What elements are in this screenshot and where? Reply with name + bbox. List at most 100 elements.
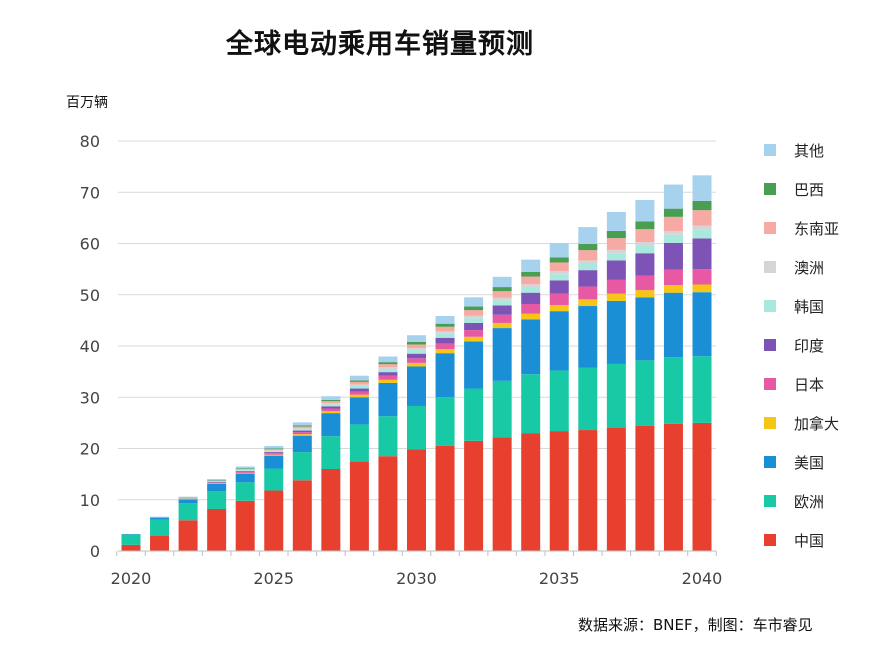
- bar-segment: [235, 466, 255, 469]
- bar-segment: [692, 422, 712, 551]
- legend-swatch: [764, 144, 776, 156]
- bar-stack-2028: [349, 375, 369, 551]
- bar-segment: [663, 269, 683, 286]
- bar-segment: [150, 535, 170, 551]
- bar-segment: [207, 491, 227, 509]
- bar-segment: [121, 534, 141, 535]
- bar-segment: [264, 490, 284, 551]
- bar-segment: [235, 472, 255, 474]
- bar-segment: [606, 249, 626, 254]
- bar-segment: [635, 360, 655, 426]
- bar-segment: [578, 299, 598, 307]
- bar-stack-2025: [264, 445, 284, 551]
- bar-segment: [349, 384, 369, 386]
- bar-segment: [321, 436, 341, 469]
- bar-segment: [606, 238, 626, 250]
- bar-segment: [292, 452, 312, 481]
- bar-segment: [407, 335, 426, 342]
- bar-segment: [264, 468, 284, 491]
- bar-segment: [635, 297, 655, 361]
- bar-segment: [549, 311, 569, 371]
- bar-segment: [378, 369, 398, 373]
- bar-segment: [150, 517, 170, 520]
- bar-segment: [435, 326, 455, 332]
- bar-segment: [321, 403, 341, 405]
- bar-segment: [606, 230, 626, 239]
- bar-segment: [407, 362, 426, 367]
- bar-segment: [635, 221, 655, 230]
- bar-segment: [292, 432, 312, 435]
- bar-segment: [207, 478, 227, 481]
- bar-stack-2032: [464, 297, 484, 551]
- bar-segment: [321, 396, 341, 400]
- bar-segment: [407, 344, 426, 349]
- y-tick-label: 40: [80, 337, 100, 356]
- bar-stack-2040: [692, 175, 712, 551]
- bar-segment: [578, 227, 598, 245]
- bar-segment: [492, 297, 512, 301]
- bar-stack-2023: [207, 478, 227, 551]
- legend-label: 日本: [794, 375, 825, 394]
- bar-segment: [349, 461, 369, 551]
- legend-label: 巴西: [794, 180, 825, 199]
- bar-stack-2038: [635, 199, 655, 551]
- bar-segment: [178, 498, 198, 499]
- bar-segment: [663, 231, 683, 235]
- legend-item: 东南亚: [764, 218, 839, 238]
- bar-segment: [549, 370, 569, 432]
- bar-segment: [663, 357, 683, 424]
- legend-swatch: [764, 300, 776, 312]
- bar-segment: [521, 313, 541, 320]
- bar-segment: [178, 498, 198, 500]
- bar-stack-2035: [549, 242, 569, 551]
- bar-segment: [492, 437, 512, 551]
- bar-segment: [435, 445, 455, 551]
- bar-segment: [578, 306, 598, 368]
- bar-segment: [663, 292, 683, 358]
- bar-segment: [378, 456, 398, 551]
- bar-segment: [464, 315, 484, 319]
- legend-item: 加拿大: [764, 413, 839, 433]
- bar-segment: [235, 500, 255, 551]
- bar-segment: [692, 356, 712, 423]
- bar-segment: [578, 430, 598, 551]
- bar-segment: [635, 275, 655, 291]
- bar-segment: [606, 260, 626, 280]
- bar-segment: [692, 210, 712, 226]
- bar-segment: [492, 287, 512, 292]
- legend-label: 欧洲: [794, 492, 825, 511]
- bar-segment: [578, 263, 598, 271]
- bar-stack-2026: [292, 422, 312, 551]
- legend-item: 韩国: [764, 296, 824, 316]
- bar-segment: [435, 397, 455, 446]
- bar-segment: [464, 440, 484, 551]
- legend-swatch: [764, 417, 776, 429]
- bar-stack-2021: [150, 516, 170, 551]
- bar-segment: [178, 520, 198, 551]
- legend-item: 巴西: [764, 179, 824, 199]
- bar-segment: [435, 349, 455, 354]
- bar-segment: [606, 253, 626, 261]
- legend-item: 日本: [764, 374, 824, 394]
- legend-swatch: [764, 222, 776, 234]
- bar-segment: [492, 276, 512, 288]
- bar-segment: [549, 257, 569, 263]
- bar-segment: [521, 292, 541, 304]
- bar-segment: [378, 416, 398, 457]
- bar-segment: [121, 534, 141, 545]
- bar-segment: [178, 497, 198, 499]
- bar-segment: [549, 274, 569, 281]
- bar-segment: [663, 184, 683, 209]
- x-tick-label: 2020: [111, 569, 152, 588]
- bar-segment: [321, 411, 341, 414]
- bar-segment: [321, 401, 341, 404]
- bar-segment: [549, 242, 569, 258]
- bar-stack-2024: [235, 466, 255, 551]
- bar-segment: [549, 280, 569, 294]
- bar-segment: [207, 483, 227, 492]
- bar-segment: [407, 348, 426, 351]
- bar-segment: [264, 451, 284, 453]
- bar-segment: [692, 175, 712, 201]
- bar-segment: [635, 425, 655, 551]
